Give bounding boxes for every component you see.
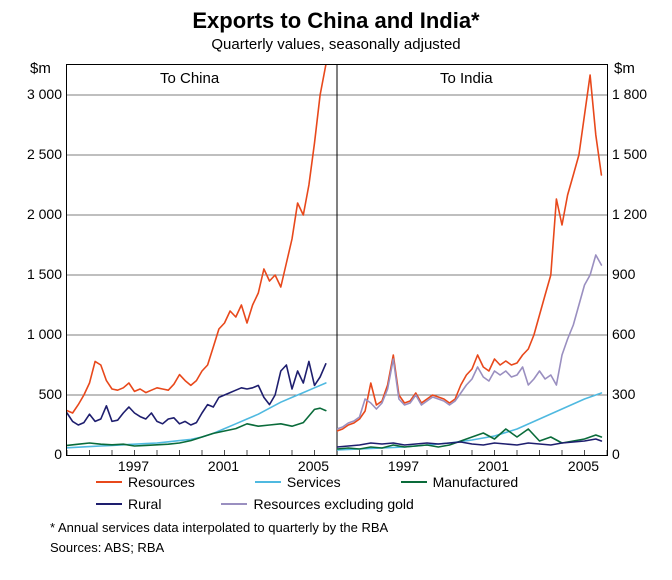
legend-label: Rural (128, 496, 161, 512)
chart-container: Exports to China and India* Quarterly va… (0, 0, 672, 580)
y-unit-right: $m (614, 60, 635, 77)
y-tick-left: 0 (2, 446, 62, 462)
y-tick-left: 2 500 (2, 146, 62, 162)
y-tick-left: 1 500 (2, 266, 62, 282)
sources: Sources: ABS; RBA (50, 540, 164, 555)
chart-title: Exports to China and India* (0, 0, 672, 34)
footnote: * Annual services data interpolated to q… (50, 520, 388, 535)
y-tick-left: 2 000 (2, 206, 62, 222)
y-tick-left: 1 000 (2, 326, 62, 342)
y-tick-right: 300 (612, 386, 635, 402)
plot-area (66, 64, 608, 456)
legend-item-manufactured: Manufactured (401, 474, 519, 490)
x-tick: 2005 (568, 458, 599, 474)
legend-swatch (96, 481, 122, 483)
legend: Resources Services Manufactured Rural Resour… (66, 474, 606, 515)
legend-item-resources_ex_gold: Resources excluding gold (221, 496, 413, 512)
legend-swatch (255, 481, 281, 483)
y-tick-left: 500 (2, 386, 62, 402)
y-tick-right: 0 (612, 446, 620, 462)
y-tick-right: 1 200 (612, 206, 647, 222)
y-tick-left: 3 000 (2, 86, 62, 102)
y-tick-right: 1 500 (612, 146, 647, 162)
y-tick-right: 600 (612, 326, 635, 342)
legend-label: Services (287, 474, 341, 490)
x-tick: 2001 (208, 458, 239, 474)
legend-item-rural: Rural (96, 496, 161, 512)
legend-label: Manufactured (433, 474, 519, 490)
x-tick: 2005 (298, 458, 329, 474)
chart-subtitle: Quarterly values, seasonally adjusted (0, 36, 672, 53)
legend-item-resources: Resources (96, 474, 195, 490)
legend-label: Resources (128, 474, 195, 490)
y-tick-right: 1 800 (612, 86, 647, 102)
legend-swatch (96, 503, 122, 505)
plot-svg (67, 65, 607, 455)
y-tick-right: 900 (612, 266, 635, 282)
legend-swatch (221, 503, 247, 505)
legend-swatch (401, 481, 427, 483)
x-tick: 2001 (478, 458, 509, 474)
legend-label: Resources excluding gold (253, 496, 413, 512)
legend-item-services: Services (255, 474, 341, 490)
x-tick: 1997 (388, 458, 419, 474)
y-unit-left: $m (30, 60, 51, 77)
x-tick: 1997 (118, 458, 149, 474)
